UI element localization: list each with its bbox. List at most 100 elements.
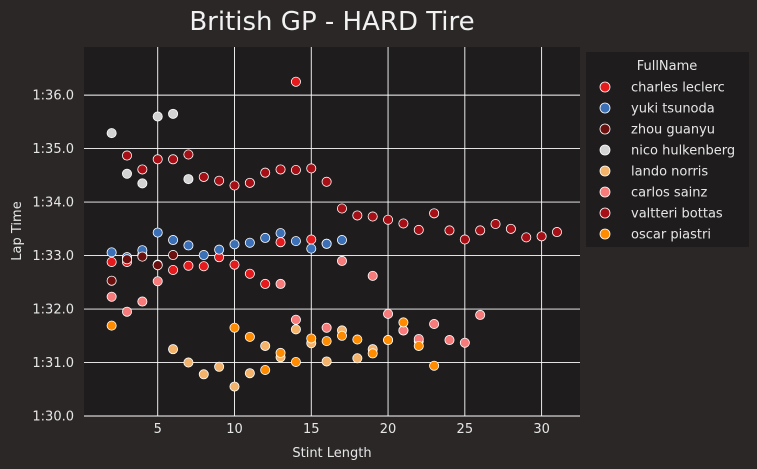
data-point bbox=[168, 265, 179, 276]
data-point bbox=[429, 360, 440, 371]
data-point bbox=[121, 306, 132, 317]
data-point bbox=[260, 365, 271, 376]
data-point bbox=[183, 260, 194, 271]
data-point bbox=[352, 334, 363, 345]
data-point bbox=[367, 348, 378, 359]
data-point bbox=[275, 237, 286, 248]
data-point bbox=[306, 243, 317, 254]
legend-label: oscar piastri bbox=[631, 228, 711, 243]
data-point bbox=[244, 368, 255, 379]
data-point bbox=[168, 250, 179, 261]
plot-area bbox=[84, 47, 580, 416]
x-tick-label: 30 bbox=[533, 422, 550, 437]
data-point bbox=[275, 347, 286, 358]
data-point bbox=[352, 210, 363, 221]
y-tick-label: 1:35.0 bbox=[32, 142, 74, 157]
data-point bbox=[106, 320, 117, 331]
legend-label: valtteri bottas bbox=[631, 207, 723, 222]
data-point bbox=[536, 231, 547, 242]
data-point bbox=[367, 270, 378, 281]
data-point bbox=[521, 232, 532, 243]
legend-item: zhou guanyu bbox=[599, 123, 715, 138]
data-point bbox=[214, 244, 225, 255]
data-point bbox=[336, 330, 347, 341]
legend: FullName charles leclerc yuki tsunoda zhou… bbox=[586, 52, 749, 247]
legend-label: lando norris bbox=[631, 165, 708, 180]
data-point bbox=[106, 275, 117, 286]
data-point bbox=[490, 219, 501, 230]
legend-item: oscar piastri bbox=[599, 228, 711, 243]
data-point bbox=[413, 224, 424, 235]
tick-labels: 5 10 15 20 25 30 1:30.0 1:31.0 1:32.0 1:33.0 1:34.… bbox=[32, 89, 549, 437]
y-tick-label: 1:32.0 bbox=[32, 303, 74, 318]
data-point bbox=[459, 337, 470, 348]
y-tick-label: 1:34.0 bbox=[32, 196, 74, 211]
legend-marker bbox=[599, 207, 611, 219]
data-point bbox=[106, 256, 117, 267]
data-point bbox=[168, 344, 179, 355]
data-point bbox=[183, 149, 194, 160]
legend-marker bbox=[599, 228, 611, 240]
data-point bbox=[275, 164, 286, 175]
data-point bbox=[444, 335, 455, 346]
data-point bbox=[183, 357, 194, 368]
data-point bbox=[336, 255, 347, 266]
legend-items: charles leclerc yuki tsunoda zhou guanyu ni… bbox=[599, 81, 735, 243]
data-point bbox=[229, 381, 240, 392]
data-point bbox=[444, 225, 455, 236]
data-point bbox=[198, 171, 209, 182]
data-point bbox=[383, 214, 394, 225]
data-point bbox=[290, 314, 301, 325]
data-point bbox=[168, 235, 179, 246]
legend-marker bbox=[599, 186, 611, 198]
series-zhou-guanyu bbox=[106, 250, 179, 286]
data-point bbox=[383, 308, 394, 319]
data-point bbox=[121, 168, 132, 179]
x-tick-label: 20 bbox=[380, 422, 397, 437]
data-point bbox=[106, 291, 117, 302]
series-carlos-sainz bbox=[106, 255, 486, 348]
series-nico-hulkenberg bbox=[106, 108, 194, 189]
data-point bbox=[429, 208, 440, 219]
data-point bbox=[168, 154, 179, 165]
data-point bbox=[321, 336, 332, 347]
legend-label: zhou guanyu bbox=[631, 123, 715, 138]
data-point bbox=[183, 174, 194, 185]
data-point bbox=[214, 175, 225, 186]
legend-item: nico hulkenberg bbox=[599, 144, 735, 159]
y-tick-label: 1:30.0 bbox=[32, 410, 74, 425]
legend-item: yuki tsunoda bbox=[599, 102, 715, 117]
data-point bbox=[229, 180, 240, 191]
data-point bbox=[198, 261, 209, 272]
data-point bbox=[275, 278, 286, 289]
data-point bbox=[198, 369, 209, 380]
legend-label: yuki tsunoda bbox=[631, 102, 715, 117]
data-point bbox=[413, 340, 424, 351]
data-point bbox=[106, 128, 117, 139]
legend-marker bbox=[599, 102, 611, 114]
data-point bbox=[290, 76, 301, 87]
data-point bbox=[551, 227, 562, 238]
data-point bbox=[152, 276, 163, 287]
data-point bbox=[336, 235, 347, 246]
data-point bbox=[121, 254, 132, 265]
data-point bbox=[121, 150, 132, 161]
legend-item: lando norris bbox=[599, 165, 708, 180]
data-point bbox=[152, 227, 163, 238]
legend-marker bbox=[599, 165, 611, 177]
data-point bbox=[168, 108, 179, 119]
data-point bbox=[152, 260, 163, 271]
grid-lines bbox=[84, 47, 580, 417]
data-point bbox=[244, 237, 255, 248]
data-point bbox=[475, 225, 486, 236]
data-point bbox=[367, 211, 378, 222]
data-point bbox=[275, 228, 286, 239]
data-point bbox=[306, 163, 317, 174]
data-point bbox=[106, 247, 117, 258]
data-point bbox=[290, 356, 301, 367]
data-point bbox=[229, 259, 240, 270]
data-point bbox=[383, 335, 394, 346]
data-point bbox=[152, 154, 163, 165]
